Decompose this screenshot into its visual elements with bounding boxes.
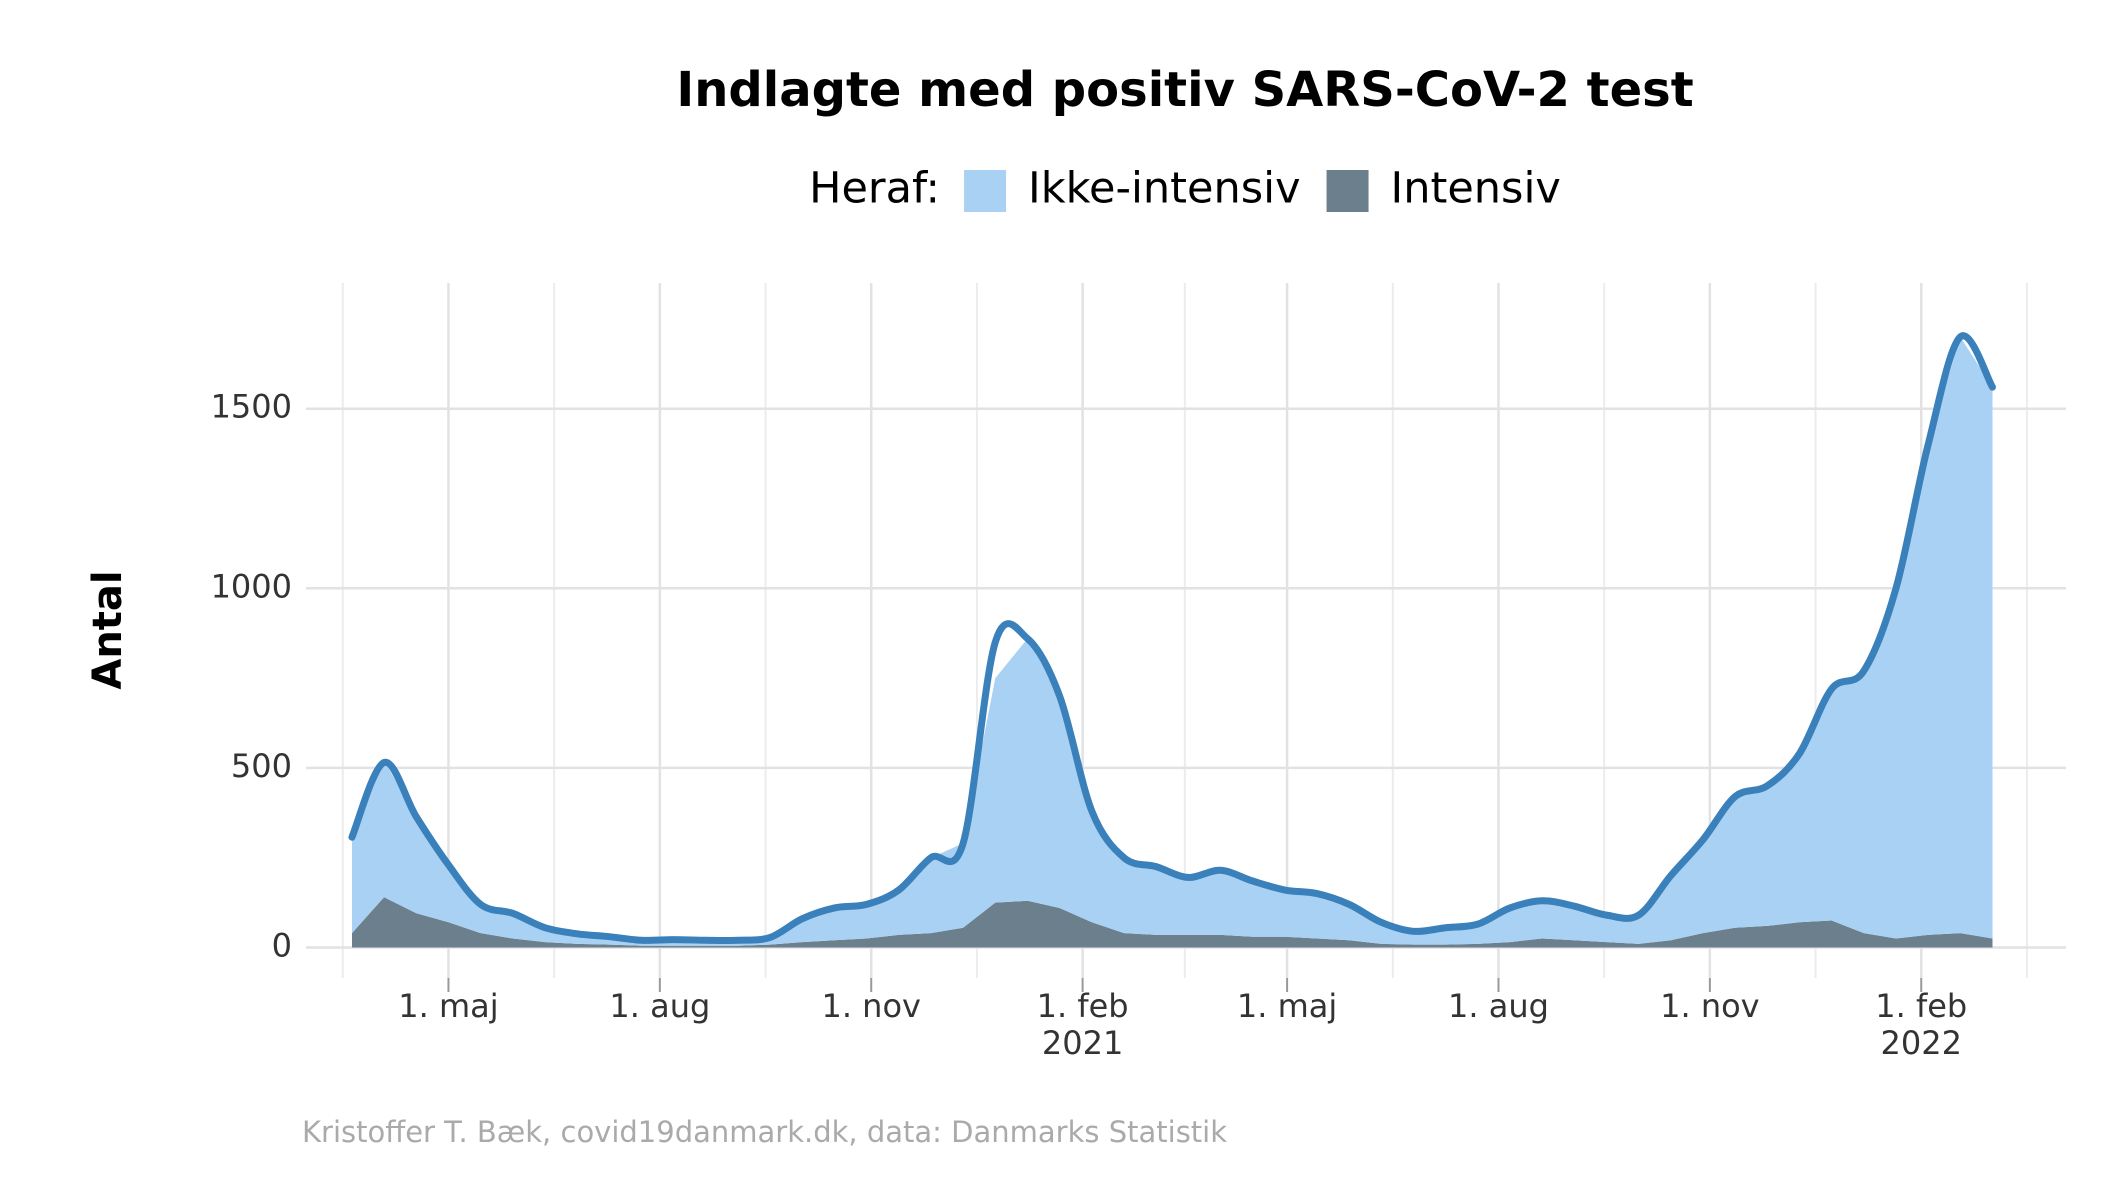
area: [352, 897, 1993, 948]
y-tick-label: 1500: [211, 388, 292, 426]
legend-label: Intensiv: [1391, 164, 1561, 214]
chart-title: Indlagte med positiv SARS-CoV-2 test: [676, 62, 1693, 118]
x-tick-label: 1. feb 2022: [1875, 987, 1967, 1062]
y-axis-label: Antal: [85, 570, 131, 689]
x-tick-label: 1. maj: [1237, 987, 1337, 1025]
legend-title: Heraf:: [809, 164, 940, 214]
legend-swatch: [1326, 170, 1369, 212]
y-tick-label: 1000: [211, 567, 292, 605]
y-tick-label: 500: [231, 747, 292, 785]
legend-swatch: [964, 170, 1007, 212]
x-tick-label: 1. maj: [398, 987, 498, 1025]
x-tick-label: 1. aug: [609, 987, 710, 1025]
x-tick-label: 1. feb 2021: [1037, 987, 1129, 1062]
caption: Kristoffer T. Bæk, covid19danmark.dk, da…: [302, 1115, 1227, 1149]
legend-label: Ikke-intensiv: [1028, 164, 1301, 214]
area: [352, 336, 1993, 946]
x-tick-label: 1. nov: [1660, 987, 1760, 1025]
legend: Heraf: Ikke-intensiv Intensiv: [809, 164, 1561, 214]
x-tick-label: 1. nov: [821, 987, 921, 1025]
x-tick-label: 1. aug: [1448, 987, 1549, 1025]
y-tick-label: 0: [272, 926, 292, 964]
trend-line: [348, 332, 1996, 945]
